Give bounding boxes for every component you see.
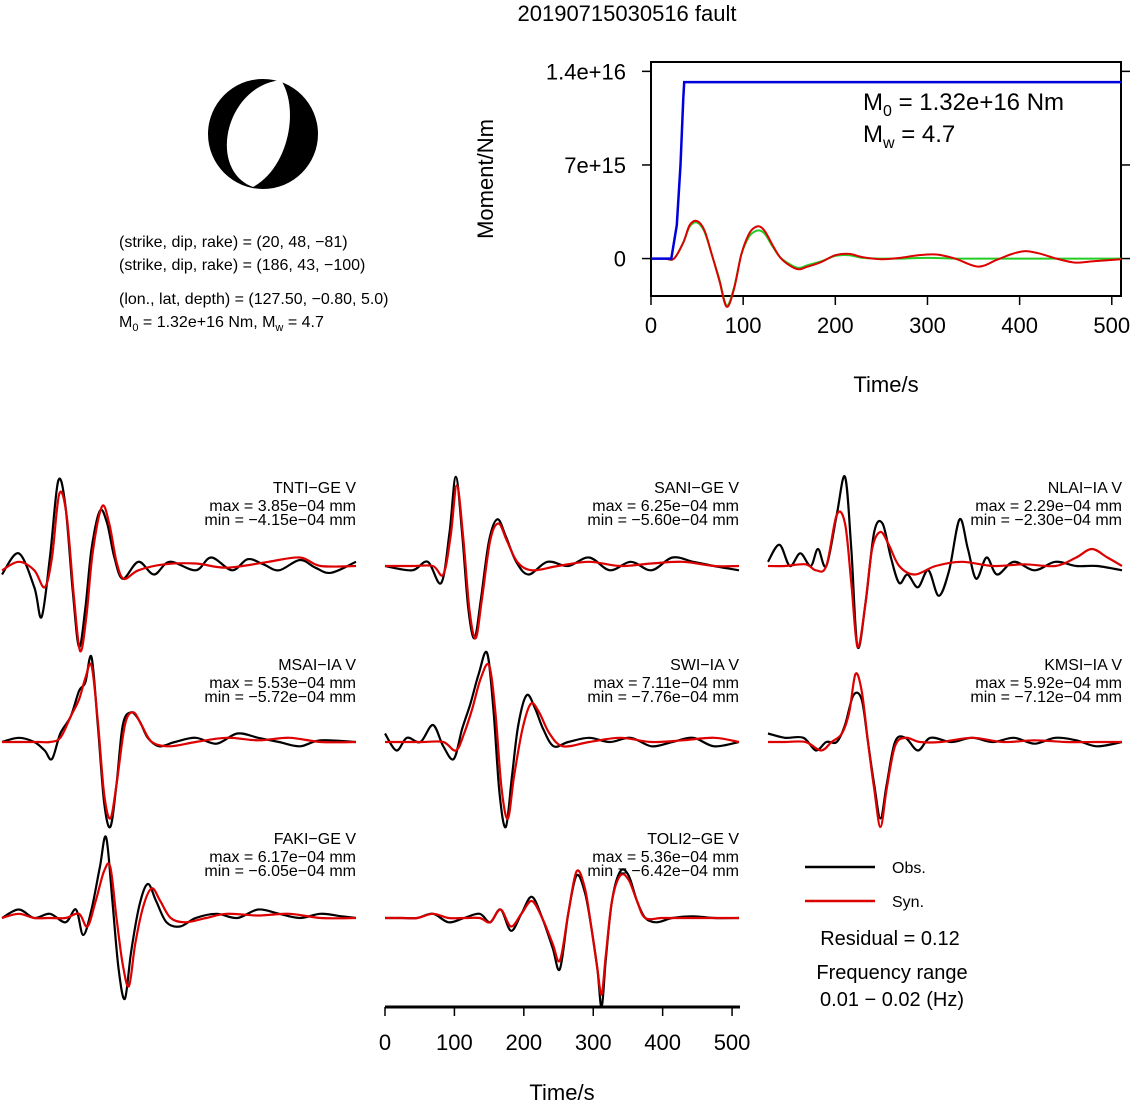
beachball-icon [208,79,318,189]
station-min: min = −6.42e−04 mm [587,863,739,880]
station-min: min = −4.15e−04 mm [204,512,356,529]
figure-title: 20190715030516 fault [518,1,737,26]
synthetic-waveform [1,662,357,820]
synthetic-waveform [767,510,1123,649]
station-max: max = 5.36e−04 mm [592,849,739,866]
residual-note: Residual = 0.12 [820,928,960,950]
synthetic-waveform [384,662,740,820]
m0-subscript: 0 [132,322,138,334]
moment-ytick-label: 0 [614,247,626,272]
nodal-plane-2: (strike, dip, rake) = (186, 43, −100) [119,257,365,274]
waveform-xtick-label: 0 [379,1030,391,1055]
observed-waveform [767,691,1123,820]
station-max: max = 7.11e−04 mm [593,675,739,692]
observed-waveform [1,835,357,1001]
waveform-xtick-label: 500 [714,1030,751,1055]
station-min: min = −5.72e−04 mm [204,689,356,706]
station-name: MSAI−IA V [278,657,356,674]
synthetic-waveform [767,672,1122,829]
waveform-time-axis: 0 100 200 300 400 500 Time/s [379,1005,751,1104]
waveform-xtick-label: 400 [644,1030,681,1055]
station-name: NLAI−IA V [1048,480,1123,497]
waveform-xtick-label: 100 [436,1030,473,1055]
station-name: FAKI−GE V [274,831,357,848]
moment-plot-frame [650,61,1122,297]
station-min: min = −2.30e−04 mm [970,512,1122,529]
waveform-xtick-label: 300 [575,1030,612,1055]
moment-xtick-label: 500 [1093,313,1130,338]
synthetic-waveform [385,869,739,996]
moment-xtick-label: 200 [817,313,854,338]
moment-xtick-label: 300 [909,313,946,338]
station-name: SWI−IA V [670,657,739,674]
moment-xtick-label: 0 [645,313,657,338]
frequency-range-label: Frequency range [816,962,967,984]
station-name: KMSI−IA V [1044,657,1122,674]
mw-subscript: w [274,322,283,334]
observed-waveform [385,868,740,1009]
station-min: min = −6.05e−04 mm [204,863,356,880]
annotation-mw-subscript: w [882,135,895,152]
station-min: min = −7.76e−04 mm [587,689,739,706]
synthetic-waveform [1,490,357,653]
source-magnitude: M0 = 1.32e+16 Nm, Mw = 4.7 [119,314,324,334]
station-name: TNTI−GE V [273,480,356,497]
station-min: min = −7.12e−04 mm [970,689,1122,706]
station-name: TOLI2−GE V [647,831,739,848]
frequency-range-value: 0.01 − 0.02 (Hz) [820,989,964,1011]
synthetic-waveform [384,484,740,640]
annotation-m0-subscript: 0 [883,103,892,120]
moment-ytick-label: 1.4e+16 [546,59,626,84]
legend-synthetic-label: Syn. [892,894,924,911]
station-max: max = 2.29e−04 mm [975,498,1122,515]
observed-waveform [767,475,1123,650]
moment-xtick-label: 400 [1001,313,1038,338]
station-max: max = 5.92e−04 mm [975,675,1122,692]
moment-ytick-label: 7e+15 [564,153,626,178]
station-max: max = 6.17e−04 mm [209,849,356,866]
station-min: min = −5.60e−04 mm [587,512,739,529]
nodal-plane-1: (strike, dip, rake) = (20, 48, −81) [119,234,348,251]
waveform-xtick-label: 200 [505,1030,542,1055]
station-max: max = 6.25e−04 mm [592,498,739,515]
cumulative-moment-line [651,80,1121,260]
legend-observed-label: Obs. [892,860,926,877]
moment-annotation-m0: M0 = 1.32e+16 Nm [863,89,1064,120]
legend: Obs. Syn. [805,860,926,911]
source-location: (lon., lat, depth) = (127.50, −0.80, 5.0… [119,291,389,308]
moment-xlabel: Time/s [853,372,918,397]
moment-annotation-mw: Mw = 4.7 [863,121,955,152]
moment-rate-red-line [650,219,1122,308]
moment-ylabel: Moment/Nm [473,119,498,239]
moment-xtick-label: 100 [725,313,762,338]
station-max: max = 5.53e−04 mm [209,675,356,692]
station-max: max = 3.85e−04 mm [209,498,356,515]
waveform-xlabel: Time/s [529,1080,594,1104]
synthetic-waveform [1,862,357,988]
station-name: SANI−GE V [654,480,739,497]
